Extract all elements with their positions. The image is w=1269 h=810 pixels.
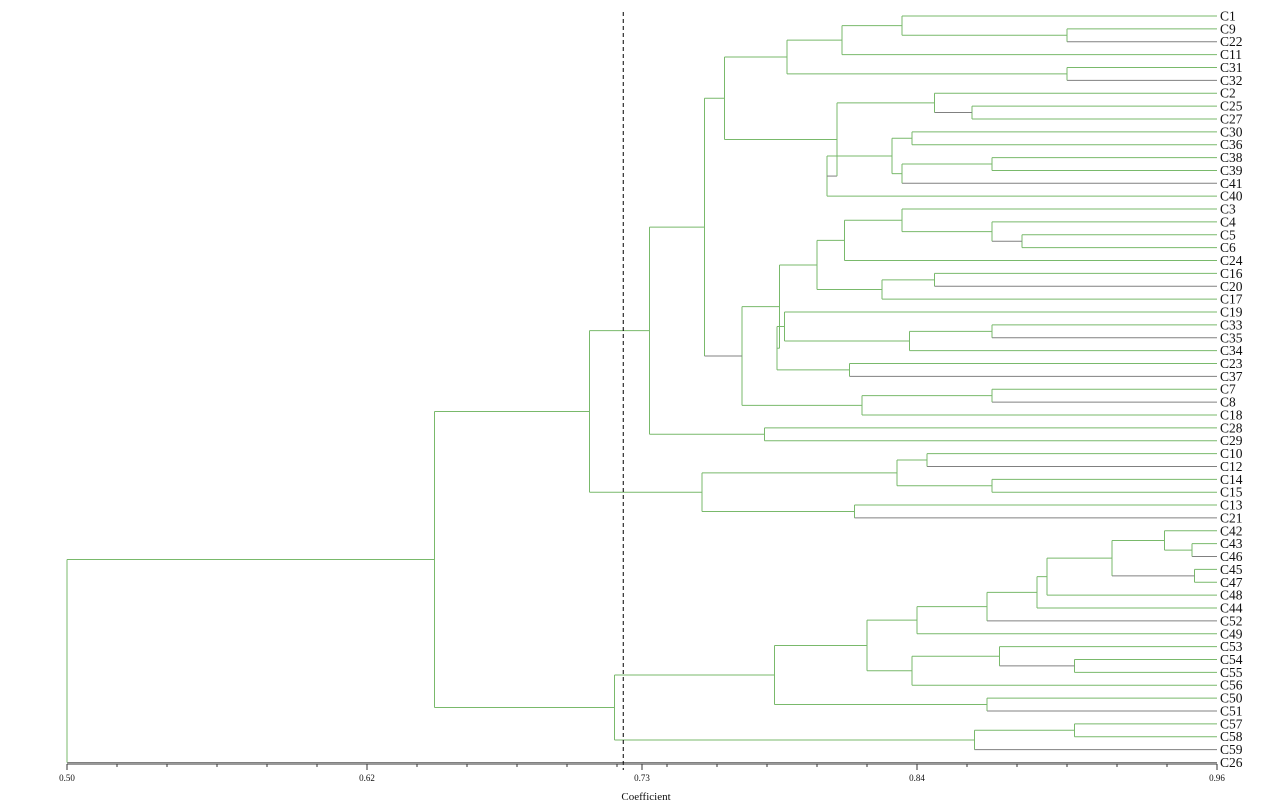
leaf-label: C5 [1220, 227, 1236, 242]
leaf-label: C51 [1220, 703, 1243, 718]
leaf-label: C17 [1220, 292, 1243, 307]
dendrogram-branches [66, 15, 1217, 763]
leaf-label: C11 [1220, 47, 1242, 62]
leaf-label: C38 [1220, 150, 1243, 165]
leaf-label: C26 [1220, 755, 1243, 770]
leaf-label: C2 [1220, 86, 1236, 101]
leaf-label: C48 [1220, 588, 1243, 603]
leaf-label: C16 [1220, 266, 1243, 281]
leaf-label: C4 [1220, 214, 1236, 229]
leaf-label: C36 [1220, 137, 1243, 152]
x-axis: 0.50 0.62 0.73 0.84 0.96 [59, 763, 1225, 783]
leaf-label: C55 [1220, 665, 1243, 680]
leaf-label: C45 [1220, 562, 1243, 577]
leaf-label: C33 [1220, 317, 1243, 332]
leaf-label: C42 [1220, 523, 1243, 538]
leaf-label: C30 [1220, 124, 1243, 139]
leaf-label: C46 [1220, 549, 1243, 564]
leaf-label: C41 [1220, 176, 1243, 191]
tick-label: 0.96 [1209, 773, 1225, 783]
tick-label: 0.62 [359, 773, 375, 783]
leaf-label: C44 [1220, 601, 1243, 616]
leaf-label: C3 [1220, 202, 1236, 217]
leaf-label: C53 [1220, 639, 1243, 654]
leaf-label: C37 [1220, 369, 1243, 384]
leaf-label: C6 [1220, 240, 1236, 255]
leaf-label: C10 [1220, 446, 1243, 461]
leaf-label: C57 [1220, 716, 1243, 731]
leaf-label: C34 [1220, 343, 1243, 358]
leaf-label: C25 [1220, 99, 1243, 114]
x-axis-title: Coefficient [621, 791, 670, 803]
leaf-label: C13 [1220, 498, 1243, 513]
leaf-label: C29 [1220, 433, 1243, 448]
leaf-label: C50 [1220, 691, 1243, 706]
leaf-label: C22 [1220, 34, 1243, 49]
leaf-label: C7 [1220, 382, 1236, 397]
leaf-label: C18 [1220, 407, 1243, 422]
leaf-label: C52 [1220, 613, 1243, 628]
x-axis-ticks: 0.50 0.62 0.73 0.84 0.96 [59, 764, 1225, 783]
leaf-label: C15 [1220, 485, 1243, 500]
leaf-label: C54 [1220, 652, 1243, 667]
tick-label: 0.50 [59, 773, 75, 783]
leaf-label: C39 [1220, 163, 1243, 178]
leaf-label: C59 [1220, 742, 1243, 757]
leaf-label: C8 [1220, 395, 1236, 410]
leaf-label: C31 [1220, 60, 1243, 75]
leaf-label: C12 [1220, 459, 1243, 474]
leaf-label: C40 [1220, 189, 1243, 204]
tick-label: 0.84 [909, 773, 925, 783]
leaf-label: C56 [1220, 678, 1243, 693]
leaf-label: C20 [1220, 279, 1243, 294]
leaf-label: C58 [1220, 729, 1243, 744]
leaf-label: C35 [1220, 330, 1243, 345]
tick-label: 0.73 [634, 773, 650, 783]
leaf-label: C9 [1220, 21, 1236, 36]
leaf-labels: C1C9C22C11C31C32C2C25C27C30C36C38C39C41C… [1220, 9, 1243, 770]
leaf-label: C28 [1220, 420, 1243, 435]
leaf-label: C14 [1220, 472, 1243, 487]
leaf-label: C43 [1220, 536, 1243, 551]
leaf-label: C1 [1220, 9, 1236, 24]
leaf-label: C23 [1220, 356, 1243, 371]
leaf-label: C19 [1220, 305, 1243, 320]
leaf-label: C21 [1220, 510, 1243, 525]
leaf-label: C32 [1220, 73, 1243, 88]
leaf-label: C47 [1220, 575, 1243, 590]
leaf-label: C49 [1220, 626, 1243, 641]
leaf-label: C27 [1220, 111, 1243, 126]
leaf-label: C24 [1220, 253, 1243, 268]
